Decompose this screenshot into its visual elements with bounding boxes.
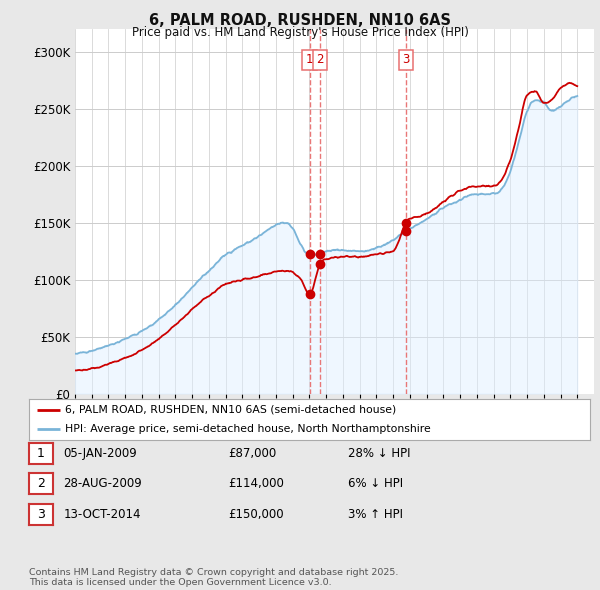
Text: 6, PALM ROAD, RUSHDEN, NN10 6AS (semi-detached house): 6, PALM ROAD, RUSHDEN, NN10 6AS (semi-de… bbox=[65, 405, 397, 415]
Text: 28-AUG-2009: 28-AUG-2009 bbox=[64, 477, 142, 490]
Text: 6, PALM ROAD, RUSHDEN, NN10 6AS: 6, PALM ROAD, RUSHDEN, NN10 6AS bbox=[149, 13, 451, 28]
Text: £114,000: £114,000 bbox=[228, 477, 284, 490]
Text: 1: 1 bbox=[37, 447, 45, 460]
Text: 2: 2 bbox=[317, 54, 324, 67]
Text: Price paid vs. HM Land Registry's House Price Index (HPI): Price paid vs. HM Land Registry's House … bbox=[131, 26, 469, 39]
Text: 6% ↓ HPI: 6% ↓ HPI bbox=[348, 477, 403, 490]
Text: 13-OCT-2014: 13-OCT-2014 bbox=[64, 508, 141, 521]
Text: 3: 3 bbox=[37, 508, 45, 521]
Text: 05-JAN-2009: 05-JAN-2009 bbox=[64, 447, 137, 460]
Text: HPI: Average price, semi-detached house, North Northamptonshire: HPI: Average price, semi-detached house,… bbox=[65, 424, 431, 434]
Text: £150,000: £150,000 bbox=[228, 508, 284, 521]
Text: 1: 1 bbox=[306, 54, 313, 67]
Text: 2: 2 bbox=[37, 477, 45, 490]
Text: 28% ↓ HPI: 28% ↓ HPI bbox=[348, 447, 410, 460]
Text: 3% ↑ HPI: 3% ↑ HPI bbox=[348, 508, 403, 521]
Text: £87,000: £87,000 bbox=[228, 447, 276, 460]
Text: 3: 3 bbox=[403, 54, 410, 67]
Text: Contains HM Land Registry data © Crown copyright and database right 2025.
This d: Contains HM Land Registry data © Crown c… bbox=[29, 568, 398, 587]
